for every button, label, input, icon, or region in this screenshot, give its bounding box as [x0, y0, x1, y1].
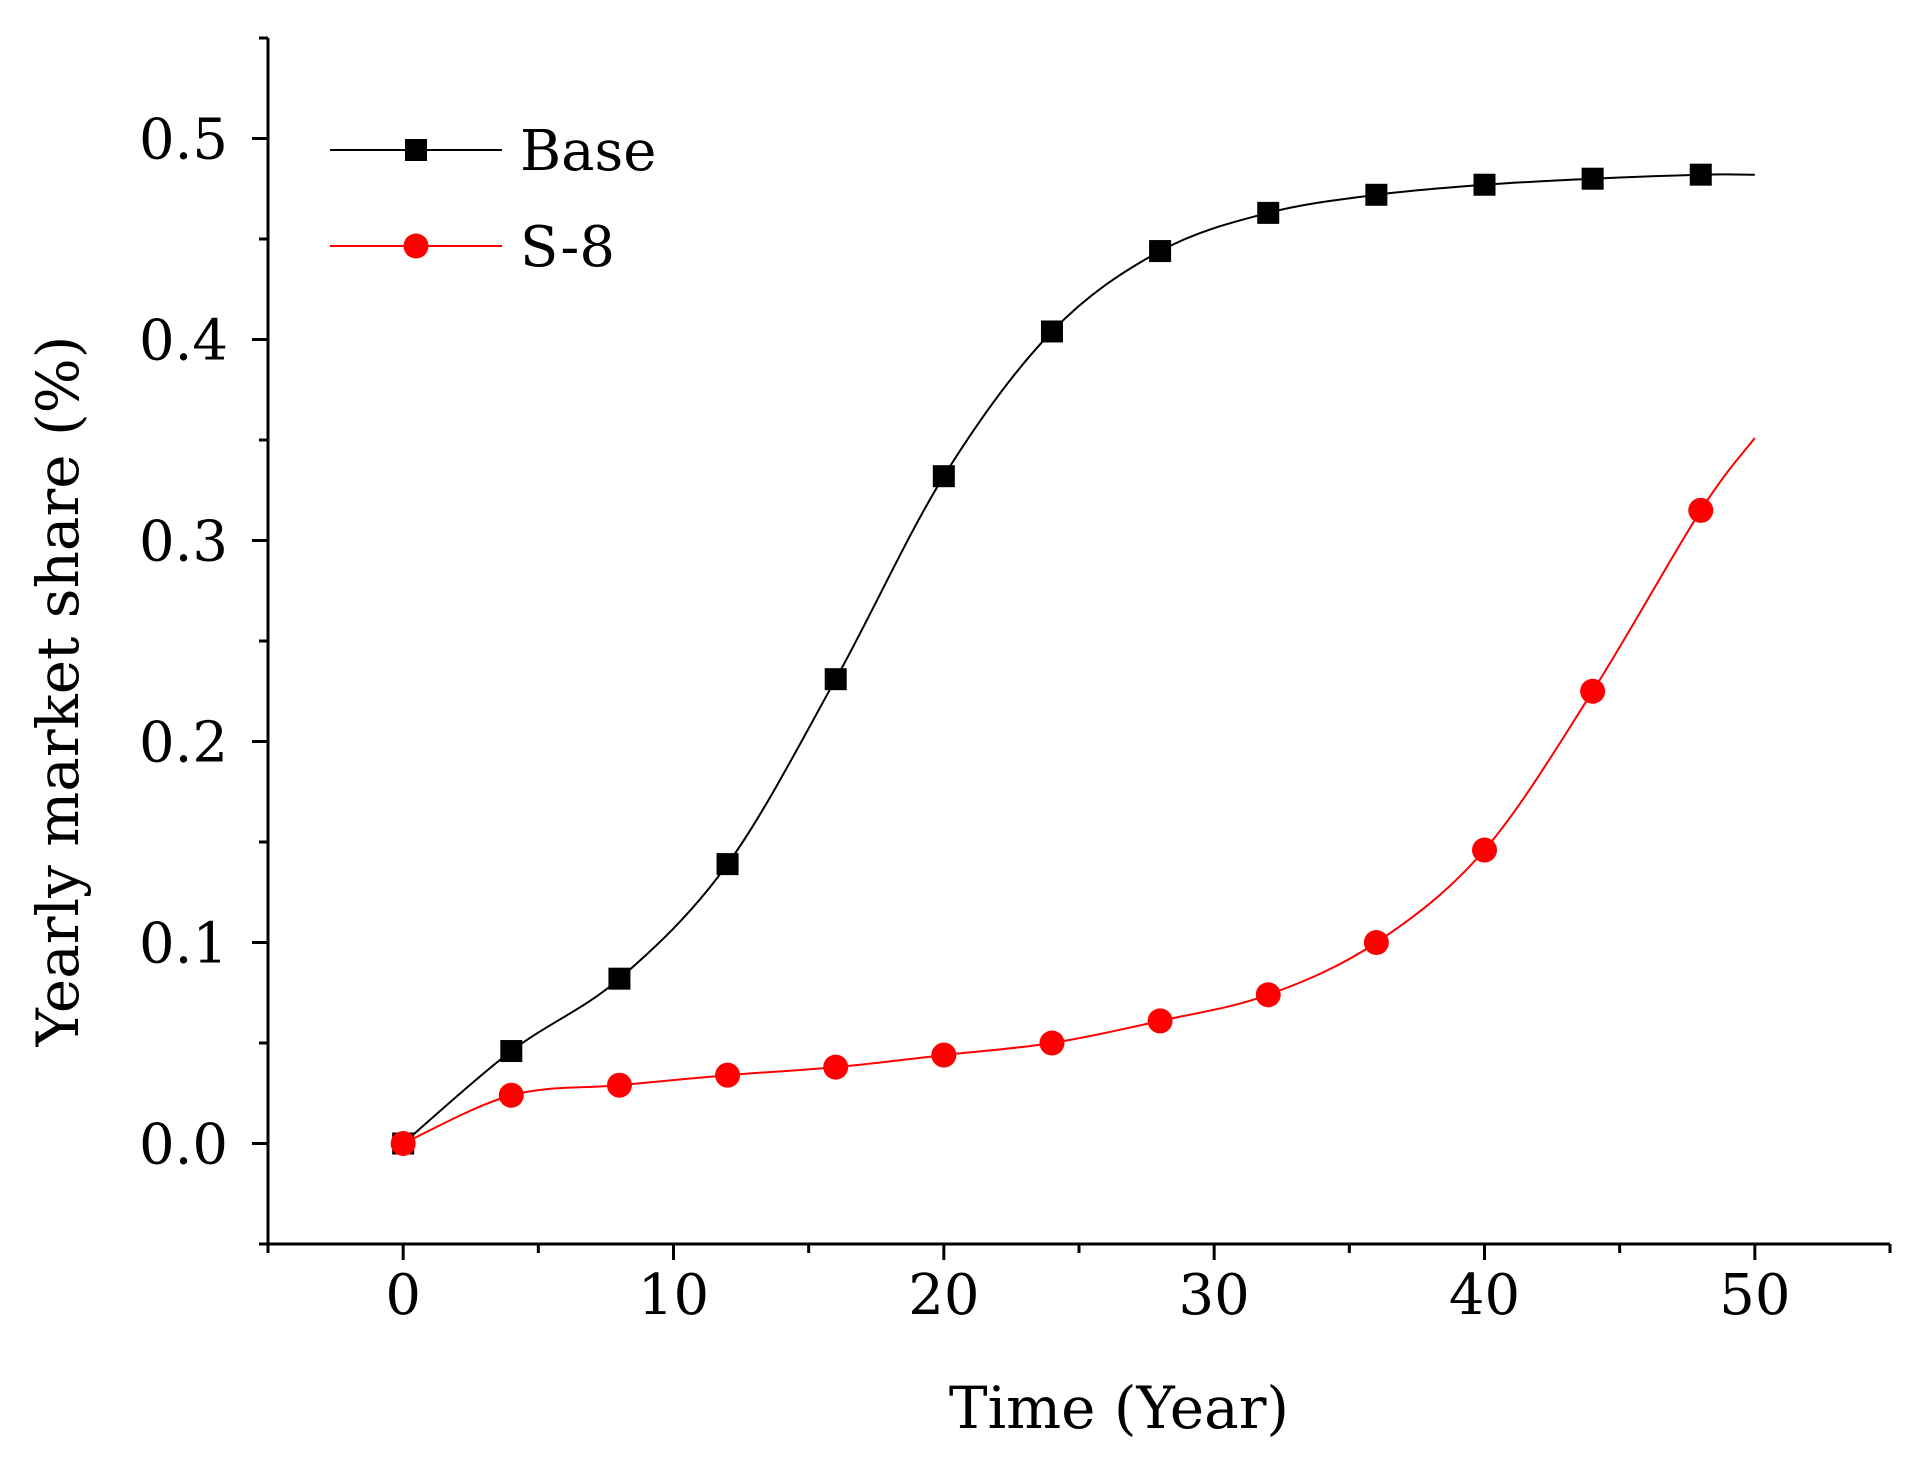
legend-label: Base — [520, 119, 656, 184]
data-point — [1257, 201, 1280, 224]
data-point — [1581, 167, 1604, 190]
data-point — [1363, 930, 1389, 955]
x-tick-label: 20 — [908, 1263, 979, 1328]
y-tick-label: 0.1 — [139, 912, 228, 977]
series-s-8 — [390, 437, 1756, 1156]
y-tick-label: 0.3 — [139, 510, 228, 575]
data-point — [390, 1131, 416, 1156]
y-tick-label: 0.5 — [139, 108, 228, 173]
legend-item-s-8: S-8 — [330, 215, 615, 280]
data-point — [608, 967, 631, 990]
axes: 0 10 20 30 40 50 0.0 0.1 0.2 0.3 0.4 0.5 — [139, 36, 1892, 1328]
y-tick-label: 0.2 — [139, 711, 228, 776]
data-point — [931, 1042, 957, 1068]
data-point — [1689, 163, 1712, 186]
x-tick-label: 0 — [385, 1263, 421, 1328]
y-tick-label: 0.0 — [139, 1113, 228, 1178]
data-point — [1147, 1008, 1173, 1034]
data-point — [1149, 240, 1172, 263]
data-point — [498, 1082, 524, 1108]
data-point — [824, 668, 847, 691]
data-point — [1688, 497, 1714, 523]
y-tick-label: 0.4 — [139, 309, 228, 374]
data-point — [1365, 183, 1388, 206]
legend-label: S-8 — [520, 215, 615, 280]
x-tick-label: 40 — [1449, 1263, 1520, 1328]
data-point — [1040, 320, 1063, 343]
data-point — [823, 1054, 849, 1080]
legend-marker — [405, 139, 427, 161]
x-axis-title: Time (Year) — [949, 1374, 1289, 1442]
data-point — [715, 1062, 741, 1088]
legend: Base S-8 — [330, 119, 656, 280]
data-point — [606, 1072, 632, 1098]
data-point — [500, 1040, 523, 1063]
x-tick-label: 10 — [638, 1263, 709, 1328]
data-point — [1039, 1030, 1065, 1056]
y-axis-title: Yearly market share (%) — [24, 336, 92, 1048]
legend-item-base: Base — [330, 119, 656, 184]
data-point — [1580, 678, 1606, 704]
series-layer — [390, 163, 1756, 1156]
data-point — [932, 465, 955, 488]
data-point — [1472, 837, 1497, 863]
data-point — [1473, 173, 1496, 196]
data-point — [716, 853, 739, 876]
x-tick-label: 30 — [1179, 1263, 1250, 1328]
x-tick-label: 50 — [1719, 1263, 1790, 1328]
legend-marker — [403, 233, 429, 259]
series-line — [402, 173, 1755, 1145]
data-point — [1255, 982, 1281, 1008]
